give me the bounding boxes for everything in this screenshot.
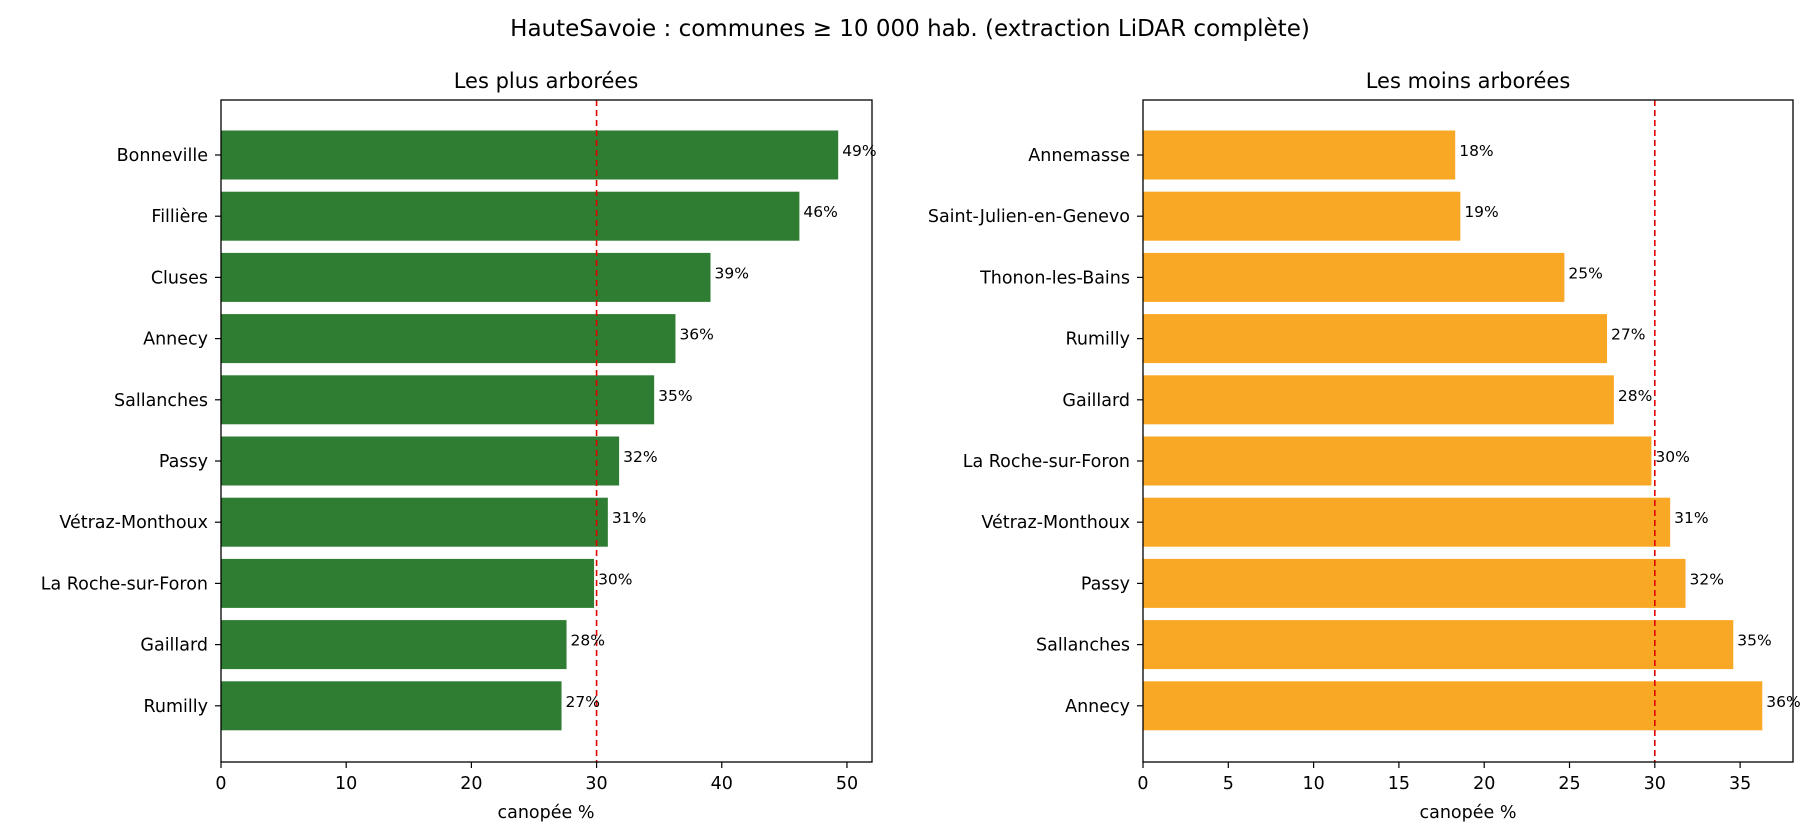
x-tick-label: 20 (460, 774, 482, 794)
bar (1143, 375, 1614, 425)
x-tick-label: 0 (215, 774, 226, 794)
bar (221, 620, 567, 670)
bar (1143, 252, 1565, 302)
x-tick-label: 30 (1644, 774, 1666, 794)
x-tick-label: 30 (585, 774, 607, 794)
x-tick-label: 40 (711, 774, 733, 794)
y-tick-label: Fillière (151, 207, 208, 227)
bar-value-label: 30% (1655, 448, 1689, 466)
bar-value-label: 35% (658, 387, 692, 405)
x-axis-label: canopée % (498, 803, 595, 823)
bar-value-label: 35% (1737, 632, 1771, 650)
bar (1143, 558, 1686, 608)
bars-group (1143, 130, 1763, 731)
y-tick-label: Cluses (151, 268, 208, 288)
bar-value-label: 28% (571, 632, 605, 650)
bar (221, 130, 839, 180)
axes-frame (220, 99, 873, 763)
figure-title: HauteSavoie : communes ≥ 10 000 hab. (ex… (510, 16, 1310, 42)
bar (221, 252, 711, 302)
bar-value-label: 36% (679, 326, 713, 344)
bar (221, 191, 800, 241)
bar (1143, 191, 1461, 241)
bar (221, 558, 595, 608)
x-tick-labels: 0 5 10 15 20 25 30 35 (1137, 762, 1751, 794)
y-tick-label: Sallanches (1036, 636, 1130, 656)
x-tick-labels: 0 10 20 30 40 50 (215, 762, 858, 794)
bar (1143, 436, 1652, 486)
x-tick-label: 15 (1388, 774, 1410, 794)
bar-value-label: 27% (1611, 326, 1645, 344)
value-labels-group: 49% 46% 39% 36% 35% 32% 31% 30% 28% 27% (566, 142, 877, 711)
chart-panel-least-wooded: Les moins arborées 18% 19% 25% 27% 28% 30% 31%… (928, 69, 1801, 823)
bar-value-label: 19% (1464, 203, 1498, 221)
x-tick-label: 10 (335, 774, 357, 794)
y-tick-label: Vétraz-Monthoux (59, 513, 208, 533)
y-tick-label: Bonneville (117, 146, 208, 166)
bar (221, 497, 608, 547)
bar (221, 314, 676, 364)
chart-title: Les moins arborées (1366, 69, 1571, 93)
x-tick-label: 10 (1302, 774, 1324, 794)
y-tick-label: Annecy (143, 330, 208, 350)
axes-frame (1142, 99, 1794, 763)
x-tick-label: 20 (1473, 774, 1495, 794)
y-tick-label: Gaillard (1062, 391, 1130, 411)
bar (1143, 620, 1734, 670)
bar (221, 375, 655, 425)
y-tick-labels: Annemasse Saint-Julien-en-Genevo Thonon-le… (928, 146, 1143, 717)
y-tick-label: Rumilly (144, 697, 208, 717)
bar-value-label: 28% (1618, 387, 1652, 405)
chart-title: Les plus arborées (454, 69, 639, 93)
y-tick-label: Thonon-les-Bains (979, 268, 1130, 288)
x-tick-label: 35 (1729, 774, 1751, 794)
bar-value-label: 32% (623, 448, 657, 466)
y-tick-label: La Roche-sur-Foron (963, 452, 1130, 472)
y-tick-label: Annemasse (1028, 146, 1130, 166)
bars-group (221, 130, 839, 731)
y-tick-label: Annecy (1065, 697, 1130, 717)
chart-panel-most-wooded: Les plus arborées 49% 46% 39% 36% 35% 32% 31% 3… (41, 69, 877, 823)
bar (1143, 314, 1608, 364)
y-tick-label: La Roche-sur-Foron (41, 574, 208, 594)
bar-value-label: 46% (803, 203, 837, 221)
x-tick-label: 5 (1223, 774, 1234, 794)
bar (221, 681, 562, 731)
bar-value-label: 31% (1674, 509, 1708, 527)
y-tick-label: Vétraz-Monthoux (981, 513, 1130, 533)
bar-value-label: 30% (598, 570, 632, 588)
y-tick-label: Rumilly (1066, 330, 1130, 350)
bar-value-label: 32% (1690, 570, 1724, 588)
y-tick-label: Passy (159, 452, 208, 472)
x-axis-label: canopée % (1420, 803, 1517, 823)
x-tick-label: 25 (1558, 774, 1580, 794)
y-tick-label: Saint-Julien-en-Genevo (928, 207, 1130, 227)
x-tick-label: 50 (836, 774, 858, 794)
bar (221, 436, 620, 486)
y-tick-label: Sallanches (114, 391, 208, 411)
bar-value-label: 25% (1568, 264, 1602, 282)
bar-value-label: 49% (842, 142, 876, 160)
x-tick-label: 0 (1137, 774, 1148, 794)
bar-value-label: 31% (612, 509, 646, 527)
bar (1143, 130, 1456, 180)
bar (1143, 681, 1763, 731)
bar-value-label: 27% (566, 693, 600, 711)
bar-value-label: 18% (1459, 142, 1493, 160)
bar-value-label: 39% (715, 264, 749, 282)
value-labels-group: 18% 19% 25% 27% 28% 30% 31% 32% 35% 36% (1459, 142, 1801, 711)
y-tick-label: Gaillard (140, 636, 208, 656)
y-tick-label: Passy (1081, 574, 1130, 594)
bar (1143, 497, 1671, 547)
bar-value-label: 36% (1766, 693, 1800, 711)
y-tick-labels: Bonneville Fillière Cluses Annecy Sallanches… (41, 146, 221, 717)
